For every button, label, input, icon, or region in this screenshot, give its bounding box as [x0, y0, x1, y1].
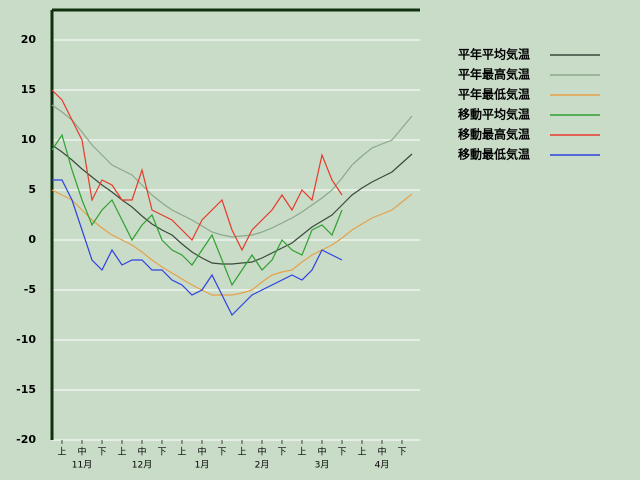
y-tick-label: 15: [21, 83, 36, 96]
x-tick-label: 中: [137, 446, 146, 458]
legend-label: 平年最高気温: [458, 67, 530, 82]
x-tick-label: 上: [117, 447, 126, 458]
x-tick-label: 上: [357, 447, 366, 458]
x-tick-label: 中: [377, 446, 386, 458]
x-tick-label: 下: [397, 448, 406, 458]
legend-label: 移動平均気温: [458, 107, 530, 122]
y-tick-label: -20: [16, 433, 36, 446]
series-line: [51, 189, 413, 296]
y-tick-label: 20: [21, 33, 37, 46]
series-line: [51, 144, 413, 265]
series-line: [51, 89, 343, 252]
legend-label: 移動最高気温: [458, 127, 530, 142]
y-tick-label: 10: [21, 133, 37, 146]
y-tick-label: -10: [16, 333, 36, 346]
x-tick-label: 上: [57, 447, 66, 458]
x-tick-label: 中: [77, 446, 86, 458]
month-label: 11月: [72, 460, 92, 471]
y-tick-label: -15: [16, 383, 36, 396]
x-tick-label: 上: [297, 447, 306, 458]
legend-label: 平年最低気温: [458, 87, 530, 102]
x-tick-label: 下: [217, 448, 226, 458]
x-tick-label: 中: [197, 446, 206, 458]
month-label: 3月: [315, 460, 330, 471]
series-line: [52, 179, 343, 317]
month-label: 12月: [132, 460, 152, 471]
x-tick-label: 下: [277, 448, 286, 458]
legend-label: 移動最低気温: [458, 147, 530, 162]
month-label: 1月: [195, 460, 210, 471]
x-tick-label: 中: [257, 446, 266, 458]
y-tick-label: 0: [28, 233, 36, 246]
legend-label: 平年平均気温: [458, 47, 530, 62]
x-tick-label: 下: [337, 448, 346, 458]
series-line: [51, 104, 413, 238]
x-tick-label: 上: [237, 447, 246, 458]
x-tick-label: 下: [97, 448, 106, 458]
x-tick-label: 下: [157, 448, 166, 458]
y-tick-label: -5: [24, 283, 36, 296]
series-line: [51, 133, 343, 287]
month-label: 2月: [255, 460, 270, 471]
y-tick-label: 5: [28, 183, 36, 196]
x-tick-label: 中: [317, 446, 326, 458]
month-label: 4月: [375, 460, 390, 471]
x-tick-label: 上: [177, 447, 186, 458]
